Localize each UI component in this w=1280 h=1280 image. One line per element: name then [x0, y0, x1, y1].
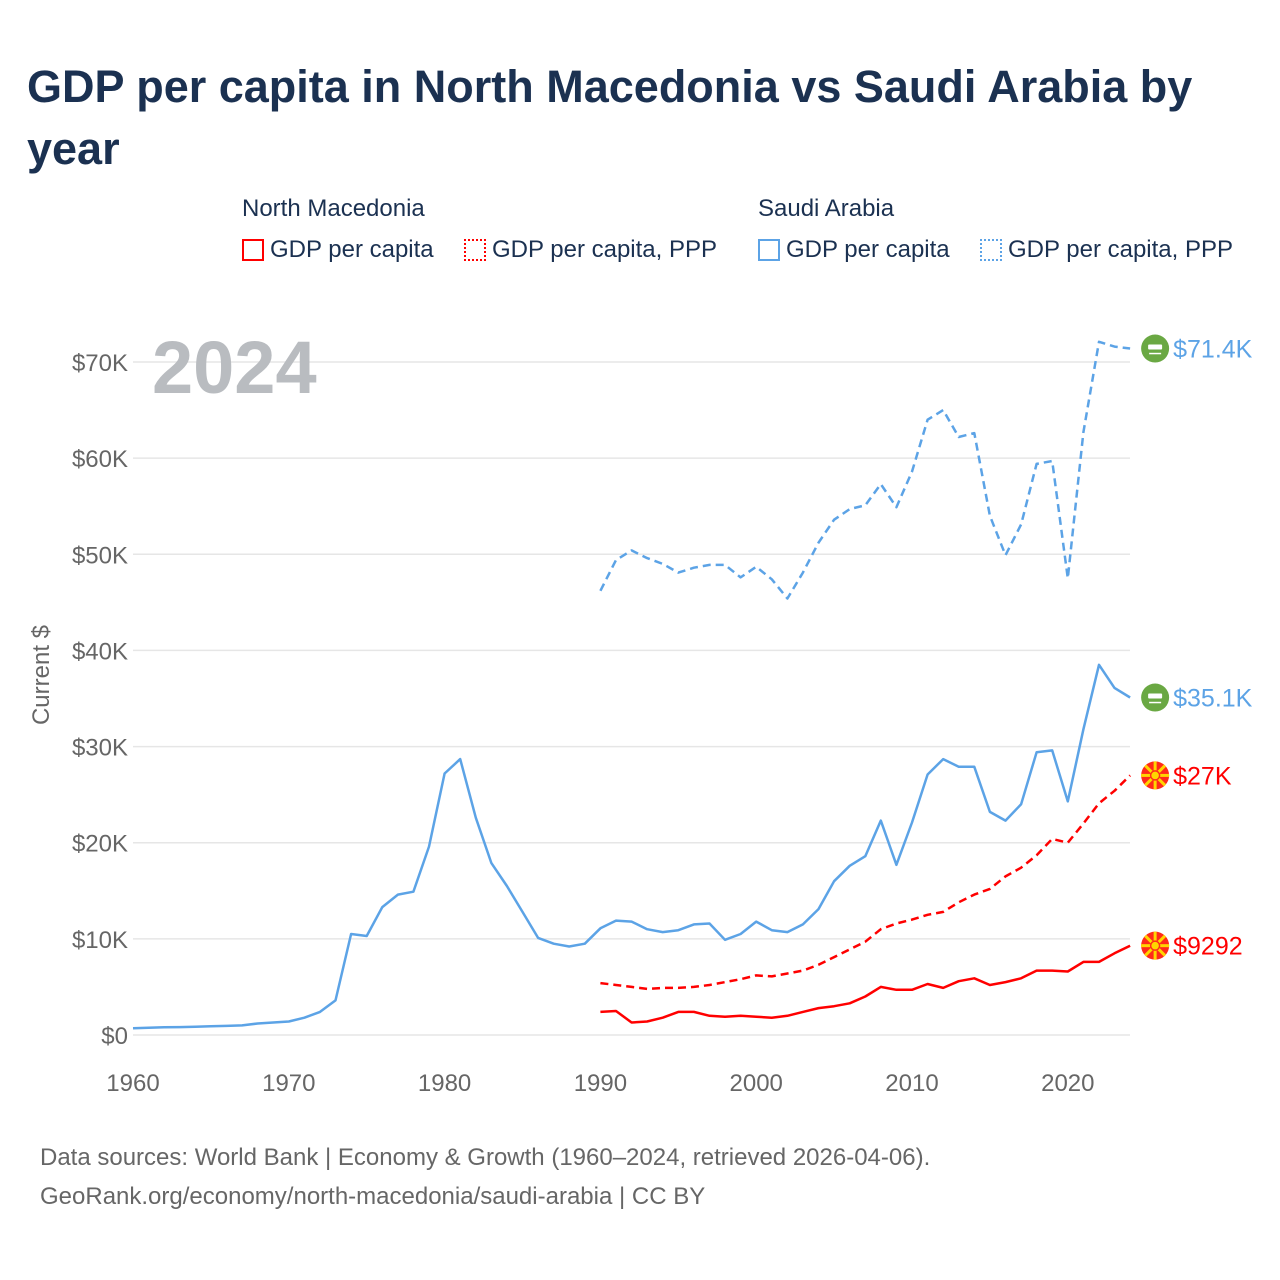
source-link[interactable]: GeoRank.org/economy/north-macedonia/saud… — [40, 1183, 706, 1210]
legend-item-sa-ppp[interactable]: GDP per capita, PPP — [980, 236, 1233, 264]
legend-swatch-dotted-red — [464, 239, 486, 261]
legend-label: GDP per capita, PPP — [1008, 236, 1233, 263]
flag-sun-disc — [1149, 770, 1161, 781]
footer: Data sources: World Bank | Economy & Gro… — [40, 1138, 930, 1216]
end-value-label: $27K — [1173, 762, 1232, 790]
x-tick-label: 1990 — [574, 1070, 627, 1097]
legend-item-sa-gdp[interactable]: GDP per capita — [758, 236, 950, 264]
y-tick-label: $70K — [72, 350, 128, 377]
page-title: GDP per capita in North Macedonia vs Sau… — [27, 61, 1193, 174]
y-tick-label: $40K — [72, 638, 128, 665]
legend-label: GDP per capita — [786, 236, 950, 263]
y-tick-label: $20K — [72, 831, 128, 858]
series-line-north-macedonia-gdp-per-capita — [600, 944, 1131, 1024]
flag-script-mark — [1148, 693, 1163, 699]
legend-group-north-macedonia: North Macedonia — [242, 195, 425, 222]
flag-sun-disc — [1149, 940, 1161, 951]
x-tick-label: 1970 — [262, 1070, 315, 1097]
legend-group-saudi-arabia: Saudi Arabia — [758, 195, 895, 222]
legend-item-nm-ppp[interactable]: GDP per capita, PPP — [464, 236, 717, 264]
series-line-north-macedonia-gdp-per-capita-ppp — [600, 774, 1131, 991]
y-tick-label: $60K — [72, 446, 128, 473]
series-line-saudi-arabia-gdp-per-capita-ppp — [599, 340, 1131, 600]
end-value-label: $9292 — [1173, 933, 1243, 961]
legend-label: GDP per capita, PPP — [492, 236, 717, 263]
y-tick-label: $0 — [101, 1023, 128, 1050]
legend-item-nm-gdp[interactable]: GDP per capita — [242, 236, 434, 264]
end-value-label: $71.4K — [1173, 336, 1253, 364]
legend-swatch-solid-red — [242, 239, 264, 261]
data-sources: Data sources: World Bank | Economy & Gro… — [40, 1144, 931, 1171]
flag-script-mark — [1148, 344, 1163, 350]
x-tick-label: 1960 — [106, 1070, 159, 1097]
x-tick-label: 2020 — [1041, 1070, 1094, 1097]
end-value-label: $35.1K — [1173, 685, 1253, 713]
legend-swatch-dotted-blue — [980, 239, 1002, 261]
legend-swatch-solid-blue — [758, 239, 780, 261]
x-tick-label: 2000 — [730, 1070, 783, 1097]
y-tick-label: $50K — [72, 542, 128, 569]
series-line-saudi-arabia-gdp-per-capita — [132, 663, 1131, 1030]
y-tick-label: $30K — [72, 735, 128, 762]
y-tick-label: $10K — [72, 927, 128, 954]
x-tick-label: 2010 — [885, 1070, 938, 1097]
legend-label: GDP per capita — [270, 236, 434, 263]
current-year-label: 2024 — [152, 326, 317, 409]
x-tick-label: 1980 — [418, 1070, 471, 1097]
